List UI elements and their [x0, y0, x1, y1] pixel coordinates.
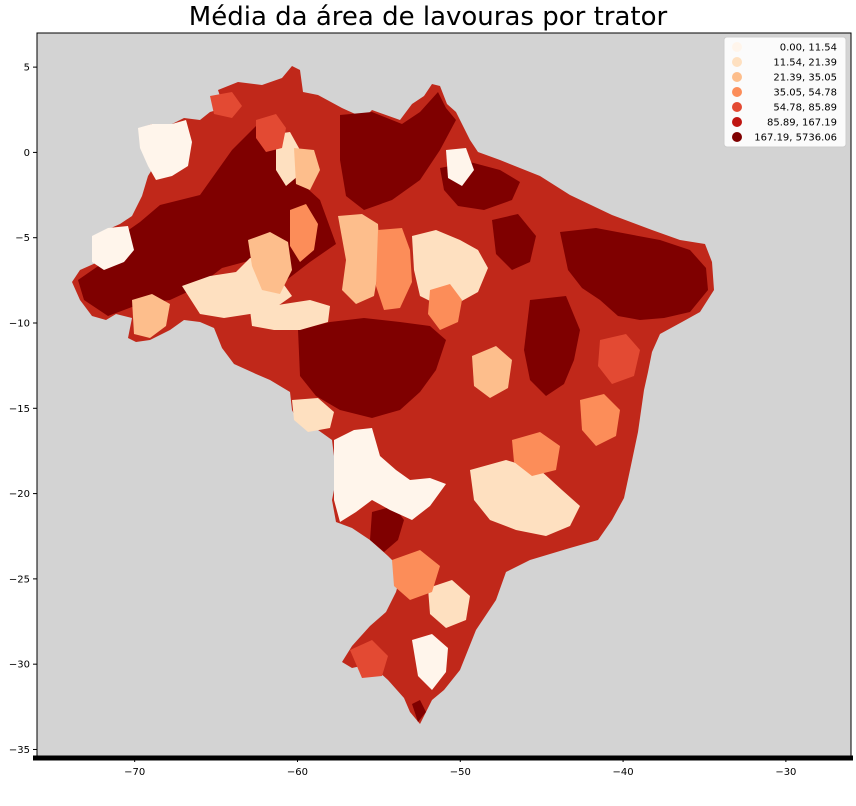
legend-marker — [732, 42, 742, 52]
legend-label: 54.78, 85.89 — [773, 103, 837, 114]
x-tick-label: −40 — [613, 767, 634, 778]
class-1-region — [446, 148, 474, 186]
x-axis-ticks: −70 −60 −50 −40 −30 — [124, 758, 796, 778]
y-tick-label: −35 — [9, 745, 30, 756]
class-5-region — [210, 92, 242, 118]
legend: 0.00, 11.54 11.54, 21.39 21.39, 35.05 35.05… — [723, 36, 847, 148]
x-tick-label: −60 — [287, 767, 308, 778]
y-tick-label: −20 — [9, 489, 30, 500]
y-tick-label: −10 — [9, 319, 30, 330]
class-4-region — [512, 432, 560, 476]
brazil-map — [72, 66, 714, 724]
x-tick-label: −50 — [450, 767, 471, 778]
legend-marker — [732, 57, 742, 67]
class-5-region — [256, 114, 286, 152]
class-4-region — [580, 394, 620, 446]
class-2-region — [428, 580, 470, 628]
class-3-region — [472, 346, 512, 398]
class-2-region — [470, 460, 580, 536]
class-1-region — [412, 634, 448, 690]
class-2-region — [292, 398, 334, 432]
y-tick-label: 0 — [24, 148, 30, 159]
class-4-region — [290, 204, 318, 262]
legend-box — [723, 36, 847, 148]
map-title: Média da área de lavouras por trator — [188, 2, 668, 32]
class-3-region — [294, 148, 320, 190]
class-1-region — [334, 428, 446, 522]
class-2-region — [250, 300, 330, 330]
class-2-region — [412, 230, 488, 306]
legend-marker — [732, 102, 742, 112]
legend-marker — [732, 132, 742, 142]
legend-marker — [732, 87, 742, 97]
class-5-region — [350, 640, 388, 678]
y-tick-label: −25 — [9, 574, 30, 585]
class-1-region — [138, 120, 192, 180]
y-tick-label: −5 — [15, 233, 30, 244]
lighter-regions — [92, 92, 640, 690]
class-3-region — [248, 232, 292, 294]
legend-marker — [732, 72, 742, 82]
class-1-region — [92, 226, 134, 270]
class-7-regions — [78, 92, 708, 722]
y-axis-ticks: 5 0 −5 −10 −15 −20 −25 −30 −35 — [9, 63, 37, 756]
x-tick-label: −70 — [124, 767, 145, 778]
class-3-region — [132, 294, 170, 338]
legend-label: 0.00, 11.54 — [780, 43, 837, 54]
y-tick-label: −30 — [9, 660, 30, 671]
legend-label: 167.19, 5736.06 — [754, 133, 837, 144]
class-3-region — [338, 214, 380, 304]
legend-label: 85.89, 167.19 — [767, 118, 837, 129]
class-4-region — [428, 284, 462, 330]
class-4-region — [392, 550, 440, 600]
class-5-region — [598, 334, 640, 384]
class-4-region — [376, 228, 412, 310]
legend-label: 11.54, 21.39 — [773, 58, 837, 69]
x-tick-label: −30 — [775, 767, 796, 778]
legend-label: 21.39, 35.05 — [773, 73, 837, 84]
legend-marker — [732, 117, 742, 127]
y-tick-label: 5 — [24, 63, 30, 74]
legend-label: 35.05, 54.78 — [773, 88, 837, 99]
y-tick-label: −15 — [9, 404, 30, 415]
